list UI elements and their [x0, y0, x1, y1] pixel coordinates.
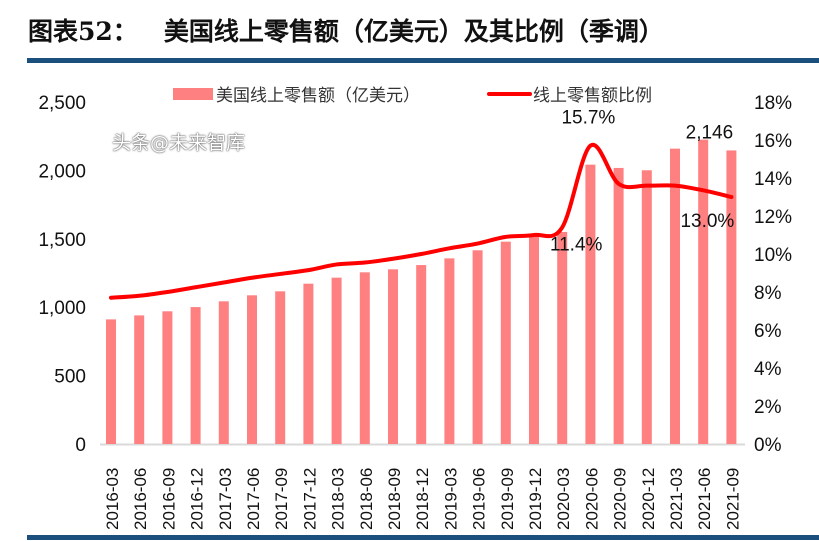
x-tick-label: 2017-12 [300, 468, 319, 530]
y-left-tick-label: 0 [75, 435, 86, 456]
y-left-tick-label: 1,000 [38, 298, 86, 319]
y-right-tick-label: 8% [754, 283, 782, 304]
x-tick-label: 2019-12 [526, 468, 545, 530]
bar [698, 139, 709, 444]
bar [613, 167, 624, 444]
x-tick-label: 2017-03 [216, 468, 235, 530]
y-right-tick-label: 2% [754, 397, 782, 418]
x-tick-label: 2019-09 [498, 468, 517, 530]
bar [134, 315, 145, 444]
x-tick-label: 2017-09 [272, 468, 291, 530]
x-tick-label: 2020-06 [582, 468, 601, 530]
bar [359, 272, 370, 444]
bar [670, 148, 680, 444]
legend-label-bar: 美国线上零售额（亿美元） [216, 86, 420, 106]
bar [247, 295, 257, 444]
y-right-tick-label: 6% [754, 321, 782, 342]
y-left-tick-label: 1,500 [38, 230, 86, 251]
bottom-rule [27, 535, 819, 540]
y-right-tick-label: 16% [754, 131, 792, 152]
x-tick-label: 2021-03 [667, 468, 686, 530]
bar [218, 301, 229, 444]
x-tick-label: 2019-06 [470, 468, 489, 530]
y-left-tick-label: 500 [54, 367, 86, 388]
bar [557, 231, 568, 444]
x-tick-label: 2016-06 [131, 468, 150, 530]
data-label: 2,146 [686, 122, 734, 143]
bar [500, 241, 511, 444]
x-tick-label: 2020-12 [639, 468, 658, 530]
x-tick-label: 2020-03 [554, 468, 573, 530]
bar [388, 269, 398, 444]
x-tick-label: 2018-09 [385, 468, 404, 530]
y-right-tick-label: 14% [754, 169, 792, 190]
y-left-tick-label: 2,000 [38, 161, 86, 182]
x-tick-label: 2018-06 [357, 468, 376, 530]
bar [190, 307, 201, 444]
x-tick-label: 2020-09 [611, 468, 630, 530]
data-label: 13.0% [680, 211, 734, 232]
bar [444, 258, 455, 444]
bar [585, 164, 596, 444]
bar [275, 291, 286, 444]
legend-label-line: 线上零售额比例 [533, 86, 652, 106]
x-tick-label: 2019-03 [441, 468, 460, 530]
bar [162, 311, 173, 444]
x-tick-label: 2017-06 [244, 468, 263, 530]
x-tick-label: 2021-06 [695, 468, 714, 530]
watermark: 头条@未来智库 [112, 132, 246, 154]
legend-swatch-bar [173, 88, 213, 100]
bar [472, 250, 483, 444]
bar [416, 265, 427, 444]
x-tick-label: 2021-09 [723, 468, 742, 530]
bar [331, 277, 342, 444]
ratio-line [109, 142, 734, 300]
chart-title: 图表52： 美国线上零售额（亿美元）及其比例（季调） [28, 17, 664, 46]
y-right-tick-label: 18% [754, 93, 792, 114]
bar [726, 150, 737, 445]
bar [529, 236, 539, 444]
bar [641, 170, 652, 445]
bar [106, 319, 116, 444]
y-right-tick-label: 0% [754, 435, 782, 456]
data-label: 11.4% [550, 234, 603, 255]
y-right-tick-label: 12% [754, 207, 792, 228]
x-tick-label: 2016-03 [103, 468, 122, 530]
x-tick-label: 2016-12 [188, 468, 207, 530]
bar [303, 283, 314, 444]
title-rule [27, 58, 819, 63]
y-left-tick-label: 2,500 [38, 93, 86, 114]
y-right-tick-label: 4% [754, 359, 782, 380]
x-tick-label: 2018-12 [413, 468, 432, 530]
y-right-tick-label: 10% [754, 245, 792, 266]
x-tick-label: 2018-03 [329, 468, 348, 530]
data-label: 15.7% [561, 108, 615, 129]
x-tick-label: 2016-09 [159, 468, 178, 530]
